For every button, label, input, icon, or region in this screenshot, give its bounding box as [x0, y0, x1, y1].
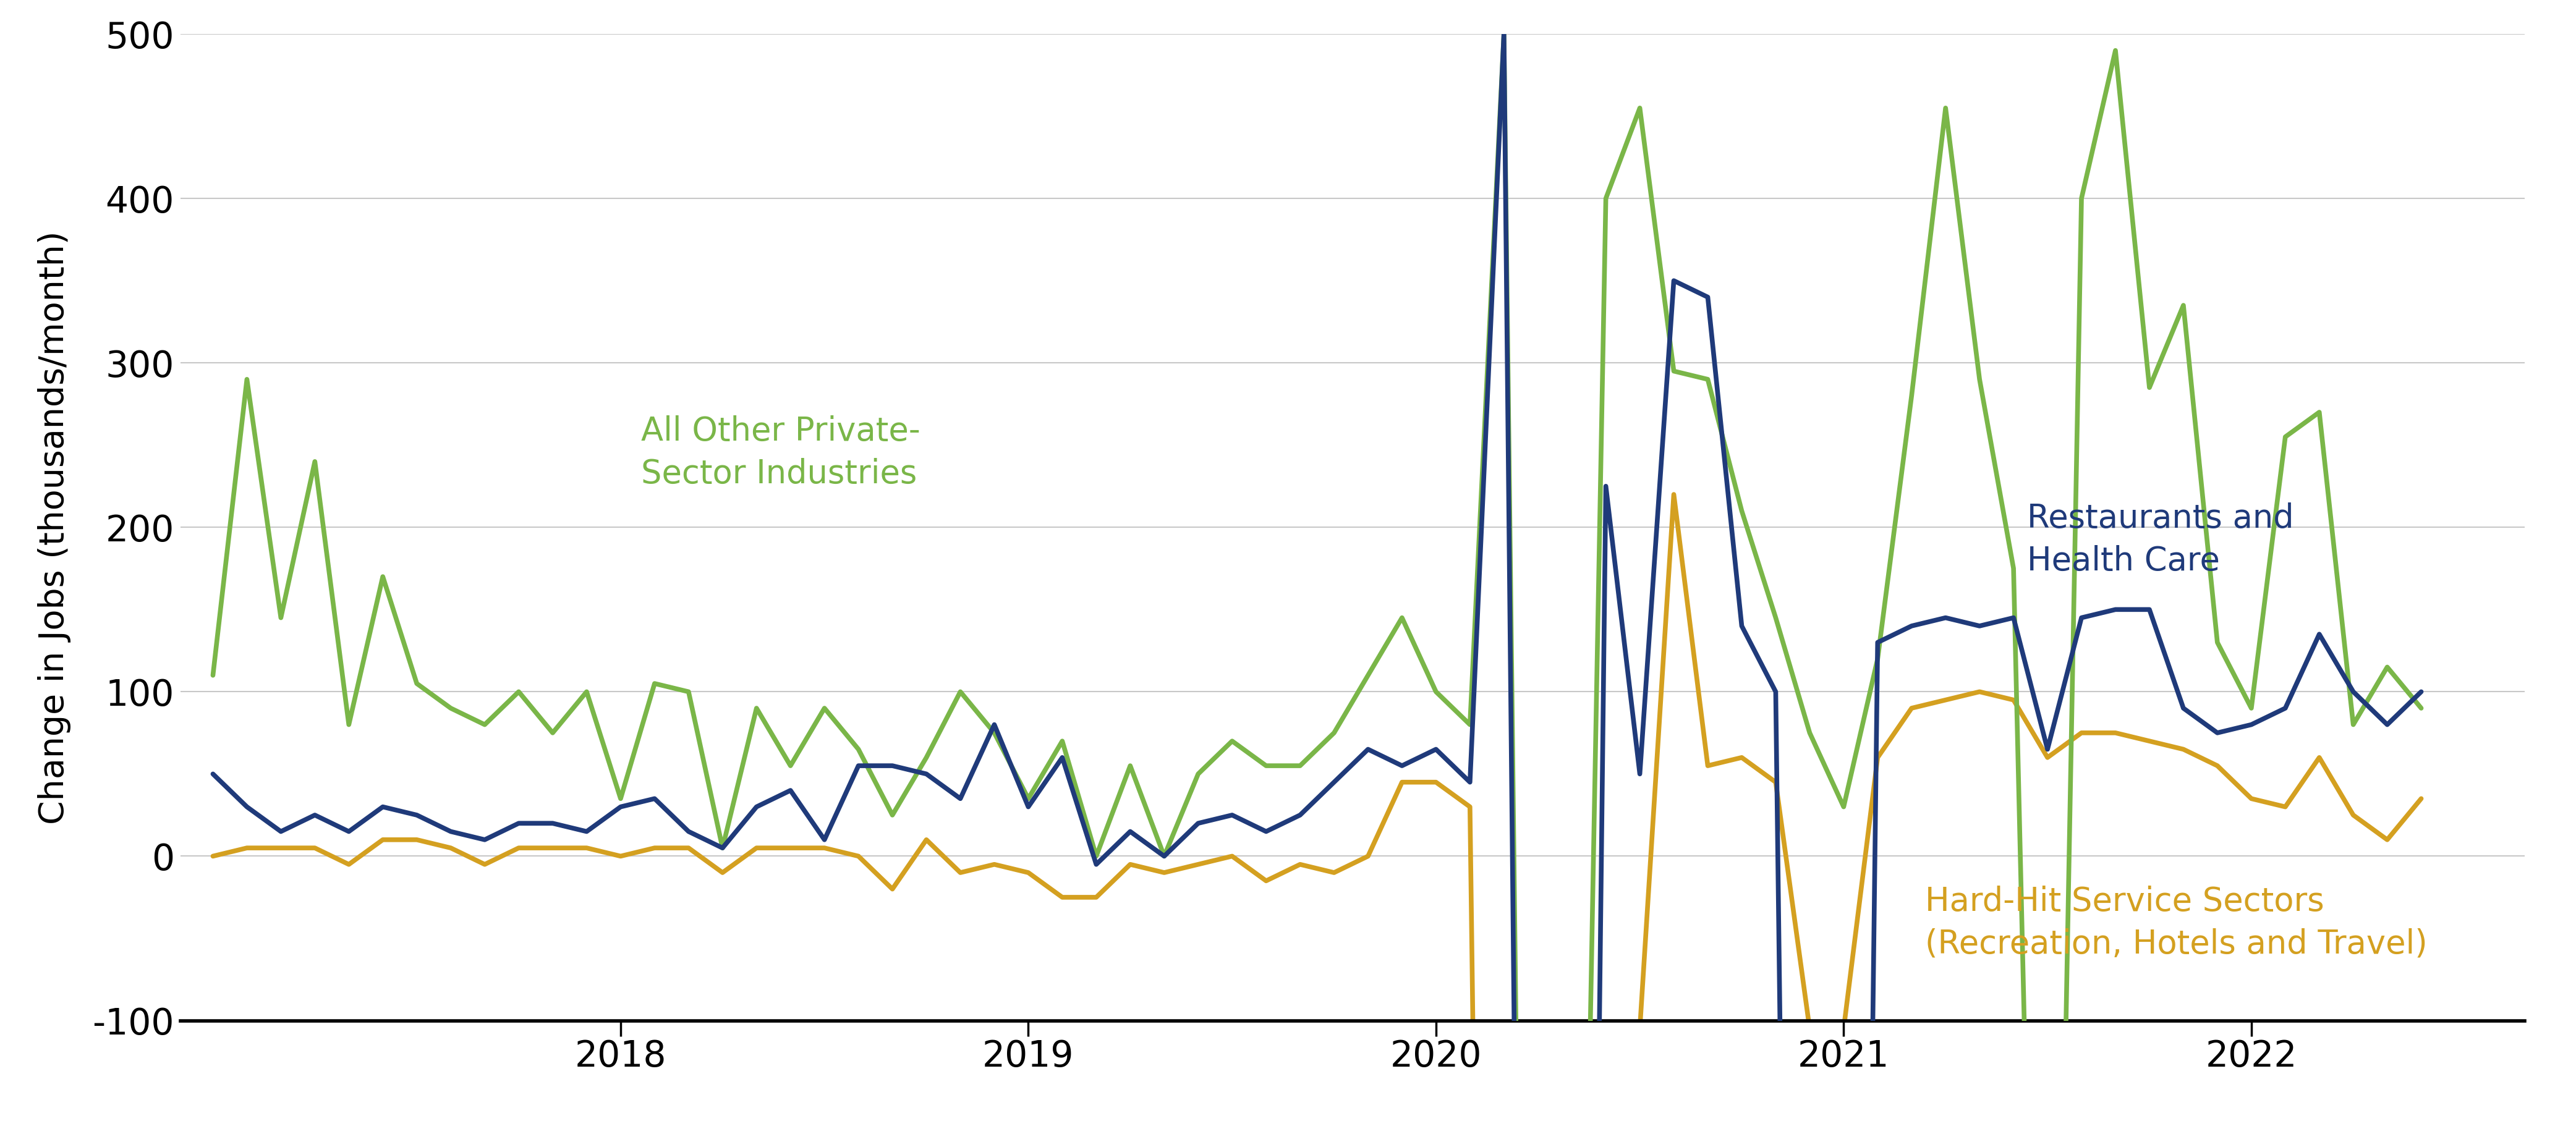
Text: Hard-Hit Service Sectors
(Recreation, Hotels and Travel): Hard-Hit Service Sectors (Recreation, Ho… — [1924, 886, 2427, 960]
Text: Restaurants and
Health Care: Restaurants and Health Care — [2027, 502, 2295, 577]
Text: All Other Private-
Sector Industries: All Other Private- Sector Industries — [641, 415, 920, 490]
Y-axis label: Change in Jobs (thousands/month): Change in Jobs (thousands/month) — [39, 230, 72, 824]
